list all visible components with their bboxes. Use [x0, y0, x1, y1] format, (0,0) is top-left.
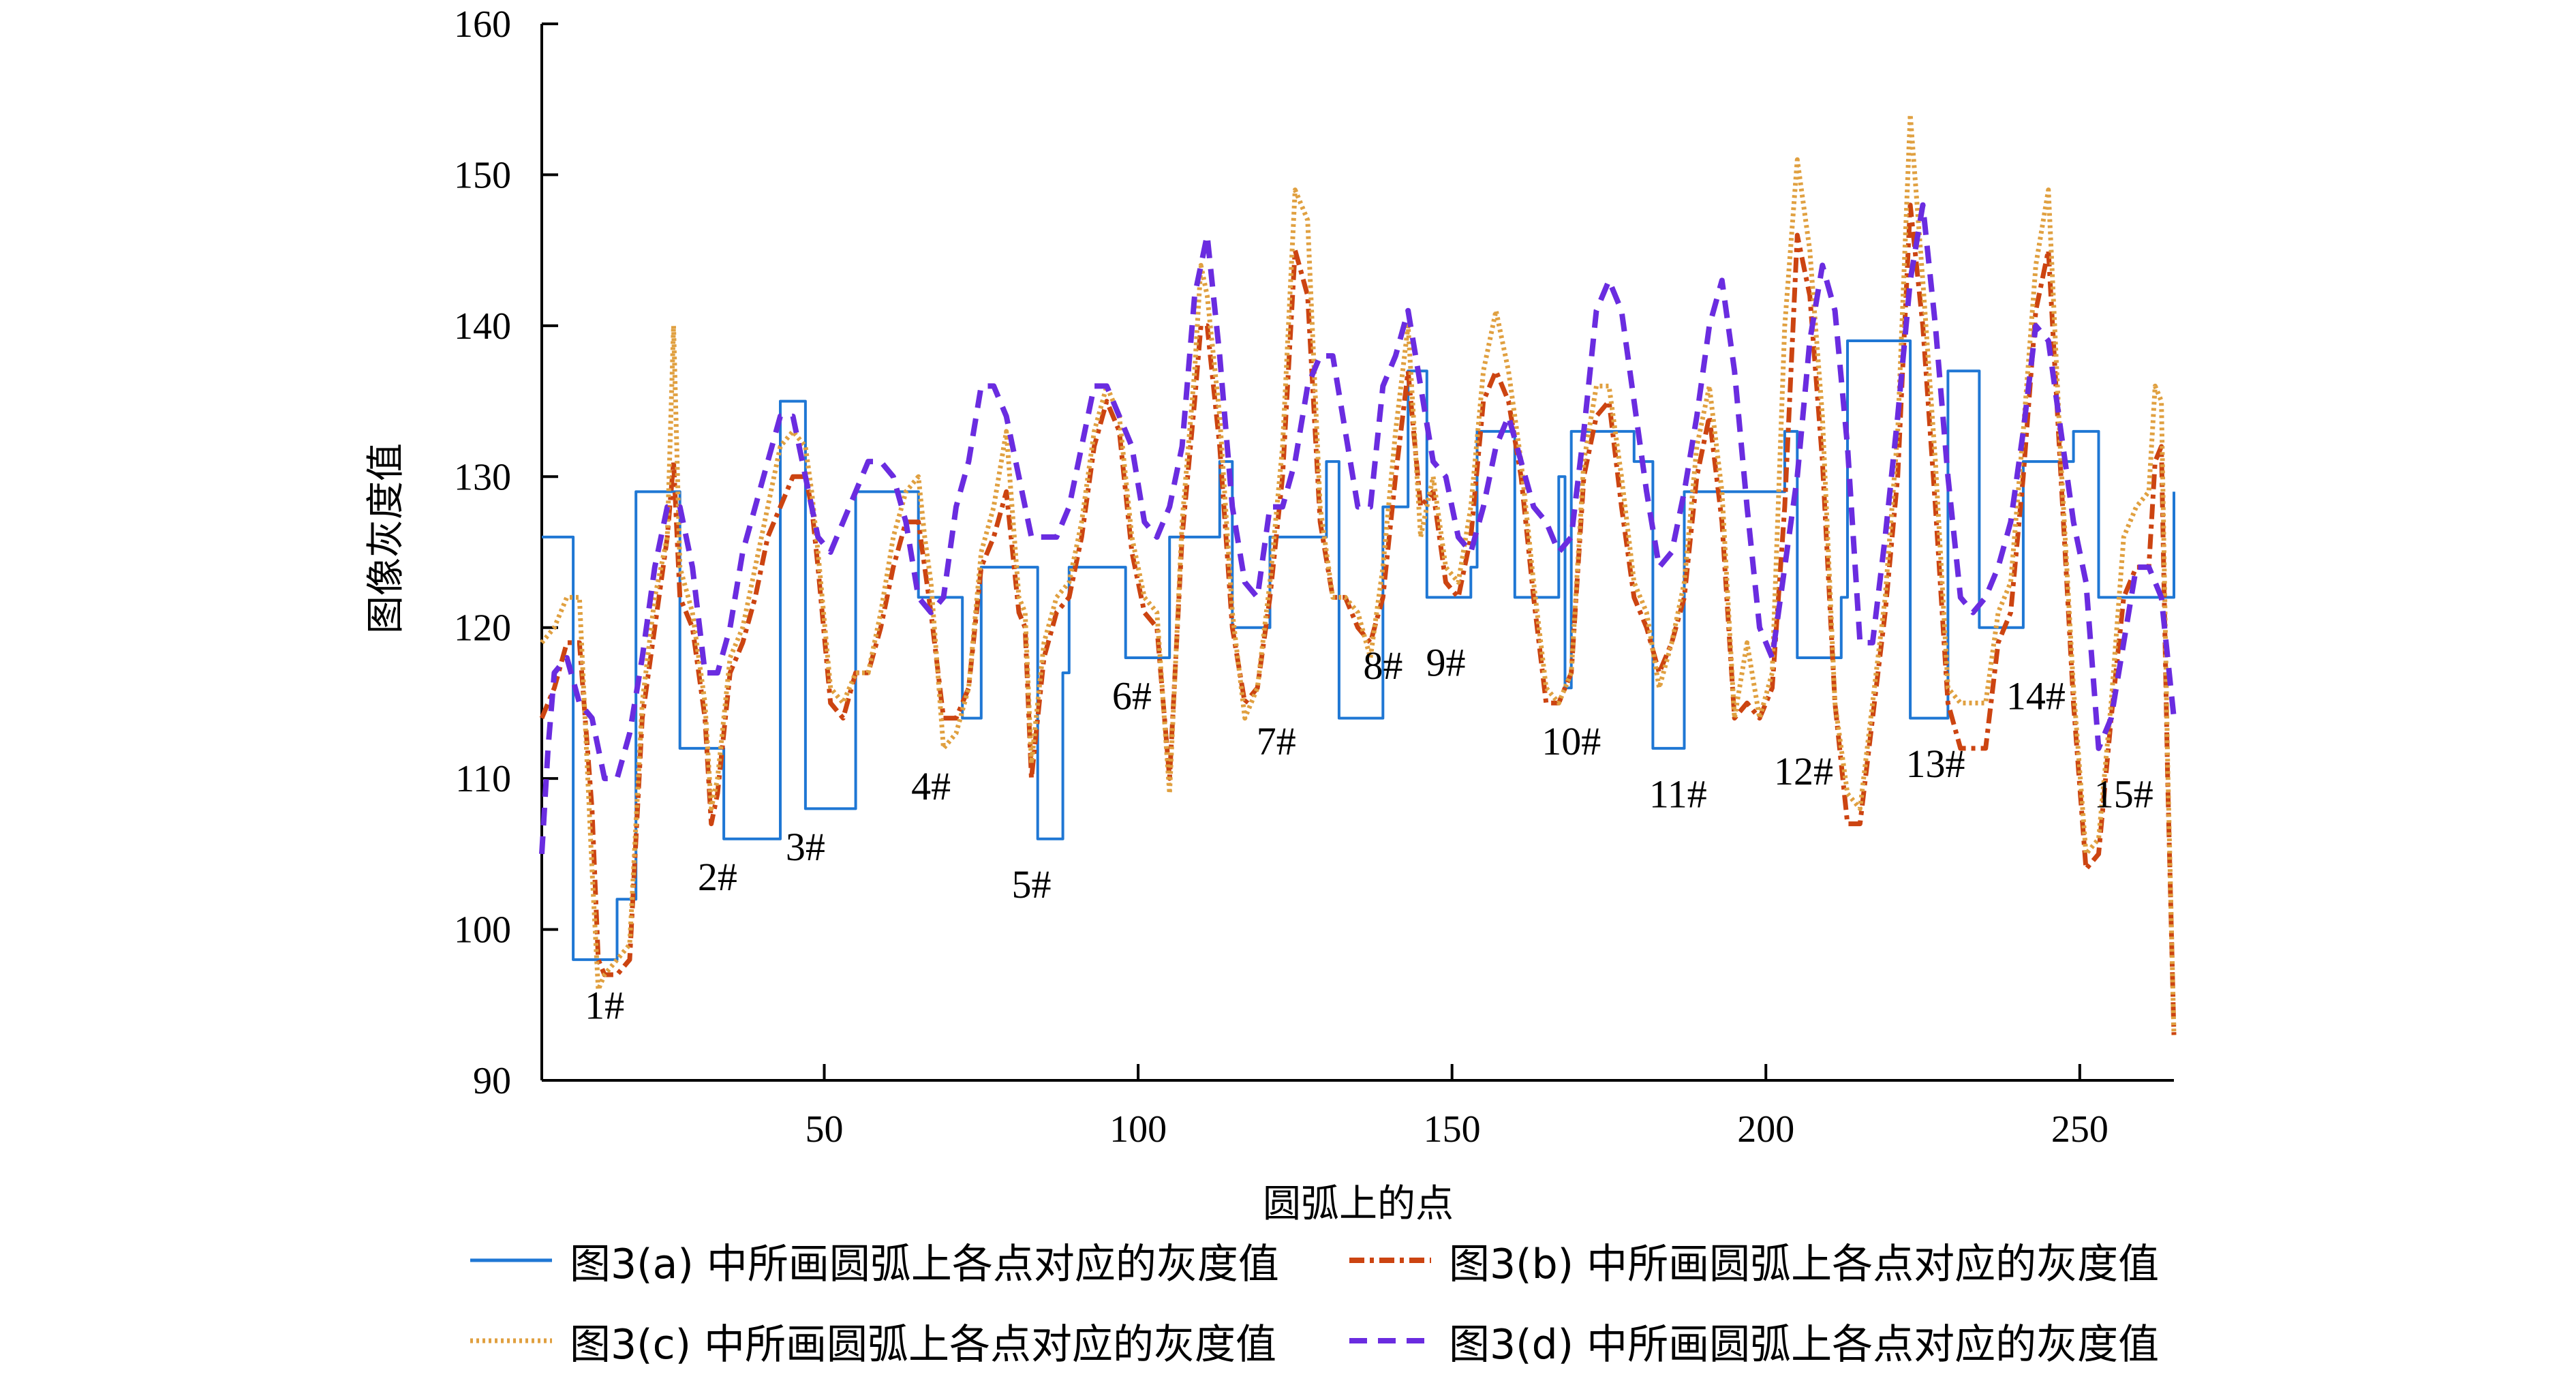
point-annotation: 6#	[1112, 673, 1152, 718]
legend-swatch-c	[470, 1338, 552, 1343]
y-axis: 90 100 110 120 130 140 150 160	[454, 3, 558, 1102]
line-chart: 90 100 110 120 130 140 150 160 50 100 150 200 250 1…	[364, 3, 2177, 1220]
annotation-layer: 1# 2# 3# 4# 5# 6# 7# 8# 9# 10# 11# 12# 13# 14# 15#	[585, 641, 2153, 1028]
point-annotation: 4#	[911, 764, 951, 808]
y-axis-title: 图像灰度值	[364, 443, 408, 634]
series-b-line	[539, 202, 2177, 1035]
legend: 图3(a) 中所画圆弧上各点对应的灰度值 图3(b) 中所画圆弧上各点对应的灰度…	[470, 1220, 2310, 1381]
x-tick-label: 250	[2051, 1108, 2109, 1151]
point-annotation: 11#	[1649, 772, 1707, 816]
point-annotation: 7#	[1257, 719, 1296, 763]
point-annotation: 14#	[2006, 673, 2066, 718]
y-tick-label: 120	[454, 607, 511, 650]
legend-item-a: 图3(a) 中所画圆弧上各点对应的灰度值	[470, 1231, 1349, 1290]
legend-label-a: 图3(a) 中所画圆弧上各点对应的灰度值	[570, 1240, 1279, 1288]
legend-item-c: 图3(c) 中所画圆弧上各点对应的灰度值	[470, 1311, 1349, 1371]
x-tick-label: 200	[1737, 1108, 1794, 1151]
point-annotation: 8#	[1363, 643, 1402, 688]
legend-row: 图3(a) 中所画圆弧上各点对应的灰度值 图3(b) 中所画圆弧上各点对应的灰度…	[470, 1220, 2310, 1301]
point-annotation: 15#	[2094, 772, 2153, 816]
series-layer	[539, 112, 2177, 1035]
x-axis-title: 圆弧上的点	[1263, 1182, 1454, 1220]
point-annotation: 9#	[1426, 641, 1465, 685]
plot-frame	[540, 24, 2174, 1082]
legend-swatch-a	[470, 1258, 552, 1262]
legend-swatch-d	[1349, 1338, 1431, 1343]
series-c-line	[540, 112, 2177, 1035]
legend-row: 图3(c) 中所画圆弧上各点对应的灰度值 图3(d) 中所画圆弧上各点对应的灰度…	[470, 1301, 2310, 1381]
point-annotation: 2#	[698, 855, 737, 899]
y-tick-label: 160	[454, 3, 511, 46]
legend-label-d: 图3(d) 中所画圆弧上各点对应的灰度值	[1449, 1320, 2160, 1369]
x-tick-label: 50	[806, 1108, 844, 1151]
point-annotation: 12#	[1774, 749, 1833, 793]
point-annotation: 3#	[786, 825, 825, 869]
series-a-line	[542, 339, 2175, 961]
legend-swatch-b	[1349, 1258, 1431, 1263]
y-tick-label: 130	[454, 456, 511, 498]
x-axis: 50 100 150 200 250	[806, 1064, 2109, 1151]
point-annotation: 5#	[1012, 862, 1052, 907]
point-annotation: 13#	[1905, 742, 1965, 786]
x-tick-label: 150	[1424, 1108, 1481, 1151]
legend-label-c: 图3(c) 中所画圆弧上各点对应的灰度值	[570, 1320, 1277, 1369]
point-annotation: 1#	[585, 983, 624, 1027]
series-d-line	[539, 202, 2177, 855]
x-tick-label: 100	[1109, 1108, 1167, 1151]
legend-label-b: 图3(b) 中所画圆弧上各点对应的灰度值	[1449, 1240, 2160, 1288]
point-annotation: 10#	[1542, 719, 1601, 763]
y-tick-label: 140	[454, 305, 511, 348]
legend-item-b: 图3(b) 中所画圆弧上各点对应的灰度值	[1349, 1231, 2228, 1290]
legend-item-d: 图3(d) 中所画圆弧上各点对应的灰度值	[1349, 1311, 2228, 1371]
y-tick-label: 150	[454, 154, 511, 196]
y-tick-label: 90	[473, 1060, 511, 1102]
y-tick-label: 100	[454, 909, 511, 952]
y-tick-label: 110	[455, 758, 511, 800]
